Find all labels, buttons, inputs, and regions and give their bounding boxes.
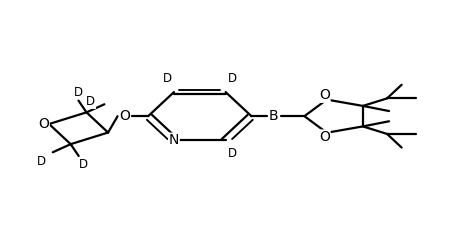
Text: D: D	[86, 95, 96, 108]
Text: B: B	[269, 109, 279, 123]
Text: D: D	[228, 147, 237, 160]
Text: O: O	[319, 130, 330, 144]
Text: D: D	[163, 72, 172, 85]
Text: N: N	[169, 133, 179, 147]
Text: D: D	[37, 155, 46, 168]
Text: D: D	[228, 72, 237, 85]
Text: O: O	[319, 88, 330, 102]
Text: D: D	[79, 158, 88, 171]
Text: O: O	[38, 117, 49, 131]
Text: D: D	[74, 86, 83, 98]
Text: O: O	[119, 109, 130, 123]
